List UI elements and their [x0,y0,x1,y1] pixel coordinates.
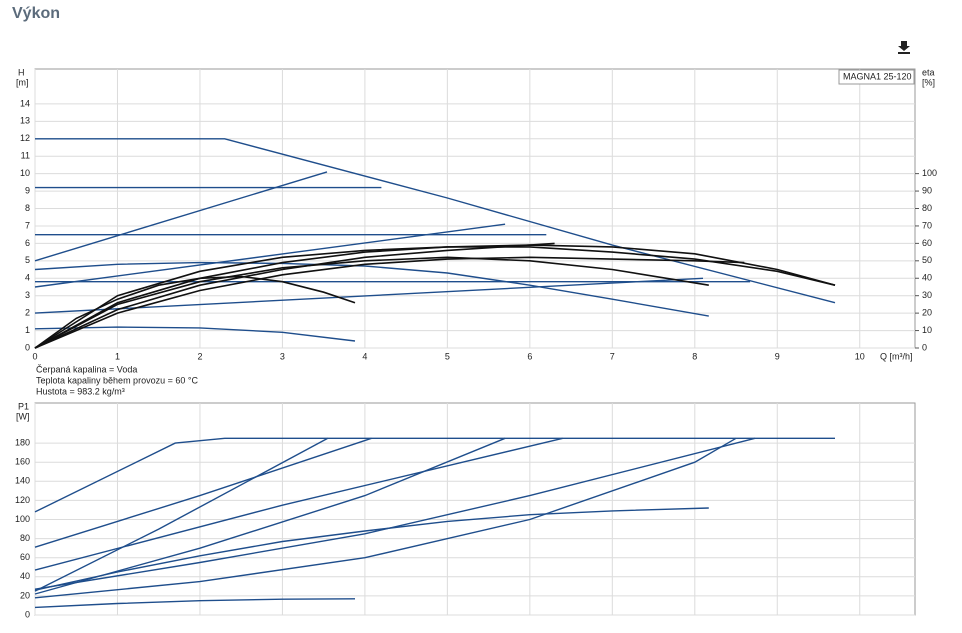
curve [34,277,704,314]
y-tick-label: 160 [15,457,30,467]
curve [34,326,356,342]
y-tick-label: 7 [25,220,30,230]
x-tick-label: 6 [527,351,532,361]
curve [34,171,328,262]
y-tick-label: 0 [25,609,30,619]
x-tick-label: 7 [610,351,615,361]
y-tick-label: 60 [20,552,30,562]
y-tick-label: 14 [20,98,30,108]
y2-tick-label: 80 [922,203,932,213]
y-tick-label: 1 [25,325,30,335]
y2-tick-label: 30 [922,290,932,300]
note: Hustota = 983.2 kg/m³ [36,386,125,396]
y-tick-label: 4 [25,273,30,283]
y-tick-label: 2 [25,308,30,318]
x-tick-label: 3 [280,351,285,361]
x-tick-label: 0 [32,351,37,361]
y-tick-label: 9 [25,185,30,195]
x-tick-label: 8 [692,351,697,361]
y-tick-label: 20 [20,590,30,600]
y-axis-unit: [m] [16,77,29,87]
y2-tick-label: 0 [922,342,927,352]
y-tick-label: 120 [15,495,30,505]
curve [34,437,563,571]
y-tick-label: 140 [15,476,30,486]
y-tick-label: 13 [20,116,30,126]
curve [34,437,372,548]
y-tick-label: 12 [20,133,30,143]
product-label: MAGNA1 25-120 [843,71,912,81]
y-tick-label: 100 [15,514,30,524]
x-tick-label: 1 [115,351,120,361]
y2-tick-label: 100 [922,168,937,178]
y2-tick-label: 20 [922,308,932,318]
y-tick-label: 0 [25,342,30,352]
y-tick-label: 10 [20,168,30,178]
x-axis-label: Q [m³/h] [880,351,913,361]
y-axis-label: P1 [18,401,29,411]
x-tick-label: 2 [197,351,202,361]
efficiency-curve [34,246,836,349]
y-tick-label: 5 [25,255,30,265]
efficiency-curve [34,256,709,349]
x-tick-label: 10 [855,351,865,361]
efficiency-curve [34,256,745,349]
y-tick-label: 80 [20,533,30,543]
curve [34,437,737,599]
curve [34,437,835,513]
page-title: Výkon [12,5,60,22]
y2-tick-label: 50 [922,255,932,265]
y-tick-label: 8 [25,203,30,213]
y-tick-label: 180 [15,437,30,447]
y-tick-label: 11 [21,151,30,161]
curve [34,437,506,595]
x-tick-label: 9 [775,351,780,361]
curve [34,223,506,288]
curve [35,138,836,304]
y2-tick-label: 70 [922,220,932,230]
y2-tick-label: 60 [922,238,932,248]
product-box [838,69,915,85]
x-tick-label: 4 [362,351,367,361]
curve [34,437,756,590]
y2-tick-label: 40 [922,273,932,283]
y-axis-label: H [18,67,25,77]
y-axis-unit: [W] [16,411,30,421]
efficiency-curve [34,242,555,349]
curve [34,261,709,317]
y-tick-label: 40 [20,571,30,581]
note: Teplota kapaliny během provozu = 60 °C [36,375,198,385]
note: Čerpaná kapalina = Voda [36,364,137,374]
y2-axis-unit: [%] [922,77,935,87]
y-tick-label: 3 [25,290,30,300]
download-icon[interactable] [896,38,914,56]
curve [34,437,329,592]
x-tick-label: 5 [445,351,450,361]
curve [34,598,356,609]
y2-axis-label: eta [922,67,935,77]
curve [34,507,709,591]
y-tick-label: 6 [25,238,30,248]
y2-tick-label: 90 [922,185,932,195]
y2-tick-label: 10 [922,325,932,335]
